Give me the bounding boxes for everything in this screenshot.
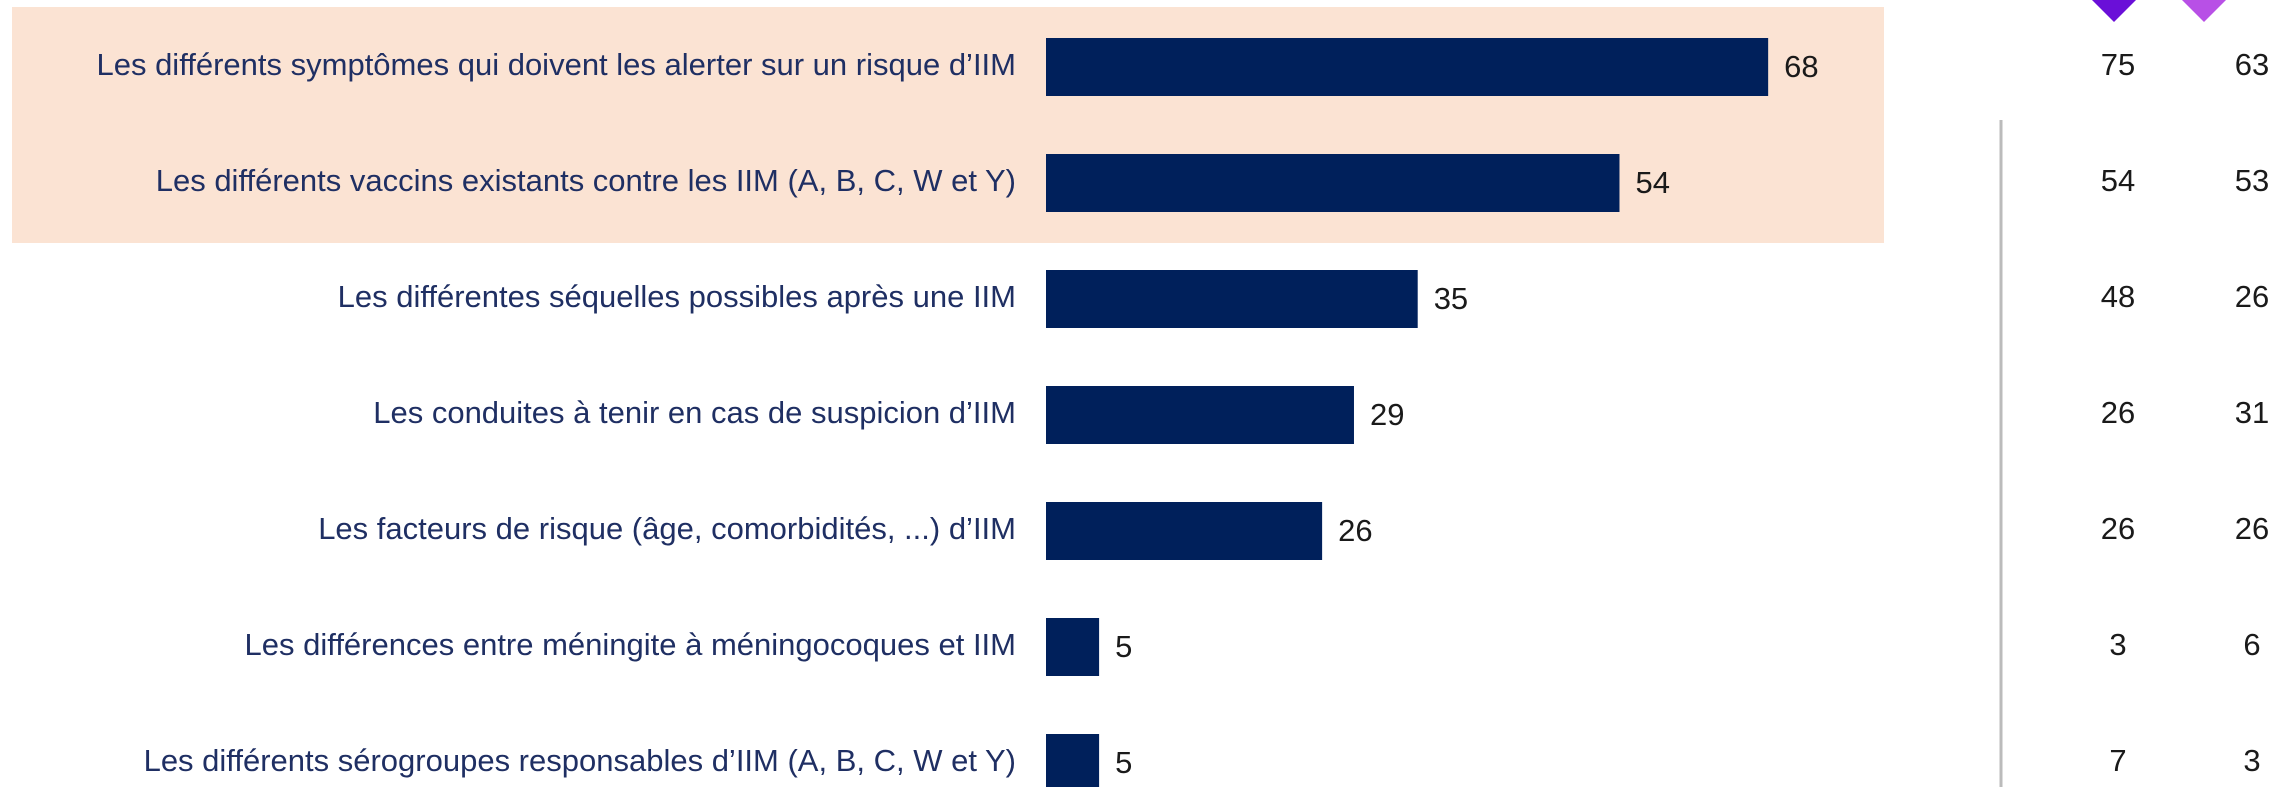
bar bbox=[1046, 38, 1769, 96]
category-label: Les différents sérogroupes responsables … bbox=[144, 743, 1016, 778]
column-value: 31 bbox=[2235, 395, 2269, 430]
value-label: 35 bbox=[1434, 281, 1468, 316]
column-value: 63 bbox=[2235, 47, 2269, 82]
column-value: 26 bbox=[2101, 395, 2135, 430]
value-label: 68 bbox=[1784, 49, 1818, 84]
category-label: Les conduites à tenir en cas de suspicio… bbox=[373, 395, 1016, 430]
category-label: Les différentes séquelles possibles aprè… bbox=[338, 279, 1016, 314]
bar bbox=[1046, 154, 1620, 212]
column-value: 7 bbox=[2109, 743, 2126, 778]
value-label: 5 bbox=[1115, 745, 1132, 780]
column-value: 26 bbox=[2235, 279, 2269, 314]
category-label: Les différents symptômes qui doivent les… bbox=[96, 47, 1016, 82]
bar bbox=[1046, 502, 1323, 560]
column-marker bbox=[2092, 0, 2136, 22]
column-value: 26 bbox=[2101, 511, 2135, 546]
column-marker bbox=[2182, 0, 2226, 22]
column-value: 54 bbox=[2101, 163, 2135, 198]
bar bbox=[1046, 386, 1354, 444]
category-label: Les différences entre méningite à méning… bbox=[245, 627, 1016, 662]
column-value: 53 bbox=[2235, 163, 2269, 198]
column-value: 3 bbox=[2243, 743, 2260, 778]
column-value: 3 bbox=[2109, 627, 2126, 662]
category-label: Les différents vaccins existants contre … bbox=[156, 163, 1016, 198]
value-label: 5 bbox=[1115, 629, 1132, 664]
bar bbox=[1046, 734, 1100, 787]
column-value: 75 bbox=[2101, 47, 2135, 82]
column-value: 6 bbox=[2243, 627, 2260, 662]
category-label: Les facteurs de risque (âge, comorbidité… bbox=[318, 511, 1016, 546]
column-value: 26 bbox=[2235, 511, 2269, 546]
value-label: 26 bbox=[1338, 513, 1372, 548]
value-label: 29 bbox=[1370, 397, 1404, 432]
bar bbox=[1046, 270, 1418, 328]
column-value: 48 bbox=[2101, 279, 2135, 314]
value-label: 54 bbox=[1635, 165, 1669, 200]
bar bbox=[1046, 618, 1100, 676]
